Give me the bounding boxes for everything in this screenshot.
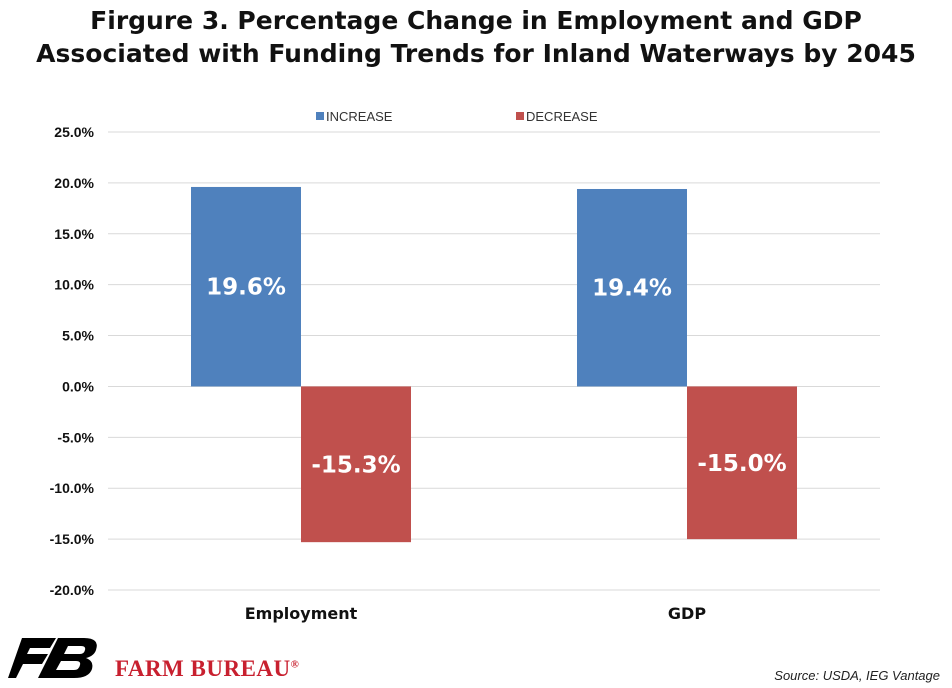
x-category-label: GDP <box>668 604 706 623</box>
bar-chart: 25.0% 20.0% 15.0% 10.0% 5.0% 0.0% -5.0% -10.0% -… <box>50 109 880 623</box>
data-label: 19.6% <box>206 275 286 301</box>
data-label: -15.3% <box>311 452 400 478</box>
legend-swatch-decrease <box>516 112 524 120</box>
legend-swatch-increase <box>316 112 324 120</box>
y-tick-label: -5.0% <box>57 429 94 445</box>
legend-label-increase: INCREASE <box>326 109 393 124</box>
y-tick-label: -20.0% <box>50 582 95 598</box>
source-note: Source: USDA, IEG Vantage <box>774 668 940 683</box>
bar-increase-gdp <box>577 188 687 387</box>
y-tick-label: 5.0% <box>62 328 94 344</box>
chart-title-line-2: Associated with Funding Trends for Inlan… <box>36 39 916 68</box>
y-tick-label: 10.0% <box>54 277 94 293</box>
farm-bureau-logo-icon <box>8 638 97 678</box>
brand-name: FARM BUREAU® <box>115 656 299 682</box>
y-tick-label: 0.0% <box>62 378 94 394</box>
x-category-label: Employment <box>245 604 358 623</box>
data-label: 19.4% <box>592 276 672 302</box>
legend-label-decrease: DECREASE <box>526 109 598 124</box>
y-tick-label: 20.0% <box>54 175 94 191</box>
y-tick-label: 25.0% <box>54 124 94 140</box>
chart-title-line-1: Firgure 3. Percentage Change in Employme… <box>90 6 862 35</box>
registered-mark: ® <box>290 658 300 671</box>
y-tick-label: -10.0% <box>50 480 95 496</box>
bar-decrease-gdp <box>687 386 797 540</box>
bar-increase-employment <box>191 186 301 387</box>
y-tick-label: 15.0% <box>54 226 94 242</box>
bar-decrease-employment <box>301 386 411 543</box>
y-tick-label: -15.0% <box>50 531 95 547</box>
chart-title: Firgure 3. Percentage Change in Employme… <box>0 4 952 70</box>
brand-text: FARM BUREAU <box>115 656 291 681</box>
data-label: -15.0% <box>697 451 786 477</box>
